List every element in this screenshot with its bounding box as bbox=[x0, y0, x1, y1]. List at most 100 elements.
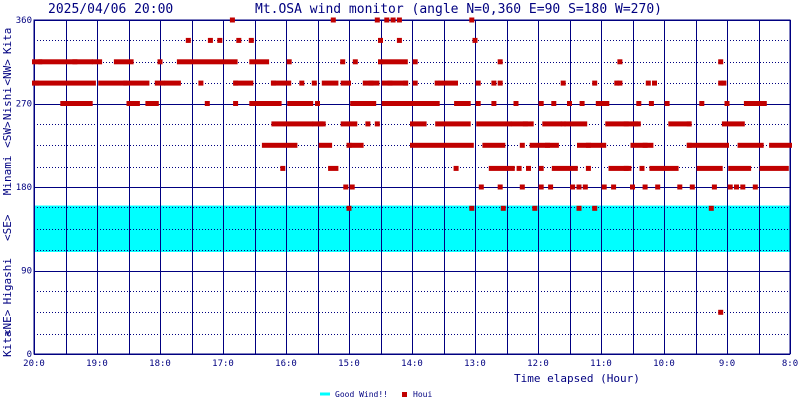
legend-houi-label: Houi bbox=[413, 390, 432, 399]
x-tick-label-10: 10:0 bbox=[653, 359, 675, 369]
houi-segment-21 bbox=[261, 142, 298, 148]
x-axis-label: Time elapsed (Hour) bbox=[514, 372, 640, 385]
houi-point-44 bbox=[718, 80, 724, 86]
houi-segment-55 bbox=[696, 165, 723, 171]
x-tick-label-11: 9:0 bbox=[719, 359, 735, 369]
houi-point-60 bbox=[648, 101, 654, 106]
houi-point-57 bbox=[567, 101, 572, 106]
houi-segment-1 bbox=[32, 59, 43, 65]
houi-point-98 bbox=[630, 184, 635, 190]
houi-segment-30 bbox=[350, 142, 364, 148]
houi-point-45 bbox=[721, 80, 727, 86]
houi-segment-34 bbox=[410, 121, 427, 127]
houi-point-114 bbox=[708, 205, 714, 211]
houi-segment-23 bbox=[318, 142, 333, 148]
houi-segment-35 bbox=[410, 142, 474, 148]
houi-point-108 bbox=[346, 205, 352, 211]
houi-point-66 bbox=[374, 121, 380, 127]
houi-point-61 bbox=[664, 101, 670, 106]
houi-segment-54 bbox=[687, 142, 729, 148]
houi-point-51 bbox=[434, 101, 440, 106]
houi-point-99 bbox=[642, 184, 648, 190]
houi-point-31 bbox=[387, 80, 393, 86]
houi-point-77 bbox=[686, 142, 692, 148]
houi-point-90 bbox=[519, 184, 525, 190]
houi-segment-47 bbox=[577, 142, 607, 148]
x-tick-label-8: 12:0 bbox=[527, 359, 549, 369]
houi-segment-56 bbox=[721, 121, 745, 127]
direction-label-kita-8: Kita bbox=[1, 331, 14, 358]
legend: Good Wind!! Houi bbox=[320, 390, 432, 399]
houi-point-41 bbox=[617, 80, 623, 86]
houi-point-35 bbox=[475, 80, 481, 86]
houi-point-4 bbox=[390, 17, 396, 23]
houi-point-22 bbox=[497, 59, 503, 65]
houi-segment-13 bbox=[164, 80, 181, 86]
y-tick-label-0: 0 bbox=[27, 350, 32, 360]
houi-segment-49 bbox=[605, 121, 641, 127]
houi-segment-60 bbox=[759, 165, 789, 171]
houi-point-56 bbox=[551, 101, 557, 106]
houi-point-89 bbox=[497, 184, 503, 190]
houi-point-37 bbox=[497, 80, 503, 86]
houi-segment-57 bbox=[728, 165, 752, 171]
houi-point-70 bbox=[633, 121, 639, 127]
legend-houi-swatch bbox=[402, 392, 407, 397]
houi-segment-36 bbox=[435, 121, 471, 127]
houi-point-21 bbox=[412, 59, 418, 65]
houi-point-5 bbox=[396, 17, 402, 23]
houi-point-80 bbox=[516, 165, 522, 171]
direction-label-kita-0: Kita bbox=[1, 28, 14, 55]
houi-segment-44 bbox=[542, 121, 563, 127]
houi-segment-46 bbox=[564, 121, 588, 127]
houi-point-53 bbox=[491, 101, 497, 106]
houi-point-65 bbox=[365, 121, 371, 127]
houi-point-105 bbox=[734, 184, 739, 190]
y-tick-label-1: 90 bbox=[21, 267, 32, 277]
x-tick-label-9: 11:0 bbox=[590, 359, 612, 369]
houi-segment-38 bbox=[454, 101, 471, 106]
houi-point-88 bbox=[478, 184, 484, 190]
houi-point-40 bbox=[614, 80, 620, 86]
houi-point-19 bbox=[352, 59, 358, 65]
houi-segment-52 bbox=[649, 165, 679, 171]
houi-point-113 bbox=[592, 205, 598, 211]
chart-title: Mt.OSA wind monitor (angle N=0,360 E=90 … bbox=[255, 2, 662, 17]
x-tick-label-6: 14:0 bbox=[401, 359, 423, 369]
houi-point-33 bbox=[412, 80, 418, 86]
houi-point-72 bbox=[346, 142, 352, 148]
houi-point-39 bbox=[592, 80, 598, 86]
houi-point-86 bbox=[343, 184, 349, 190]
houi-point-95 bbox=[582, 184, 588, 190]
houi-point-29 bbox=[311, 80, 317, 86]
houi-point-23 bbox=[617, 59, 623, 65]
houi-point-68 bbox=[560, 121, 566, 127]
y-tick-label-4: 360 bbox=[16, 16, 32, 26]
houi-point-8 bbox=[207, 37, 213, 43]
houi-point-30 bbox=[368, 80, 374, 86]
houi-data-layer bbox=[32, 17, 792, 315]
houi-point-18 bbox=[340, 59, 346, 65]
houi-segment-28 bbox=[350, 101, 377, 106]
direction-label-se-5: <SE> bbox=[1, 214, 14, 241]
y-tick-label-3: 270 bbox=[16, 100, 32, 110]
houi-point-84 bbox=[623, 165, 629, 171]
houi-point-63 bbox=[724, 101, 730, 106]
houi-point-27 bbox=[270, 80, 276, 86]
houi-point-110 bbox=[500, 205, 506, 211]
direction-label-sw-3: <SW> bbox=[1, 121, 14, 148]
houi-segment-42 bbox=[510, 121, 534, 127]
houi-point-64 bbox=[318, 121, 324, 127]
houi-point-104 bbox=[727, 184, 733, 190]
houi-point-81 bbox=[526, 165, 531, 171]
houi-point-111 bbox=[532, 205, 538, 211]
houi-segment-16 bbox=[249, 59, 270, 65]
houi-point-58 bbox=[579, 101, 585, 106]
houi-segment-32 bbox=[381, 80, 408, 86]
houi-segment-6 bbox=[91, 59, 103, 65]
x-tick-label-7: 13:0 bbox=[464, 359, 486, 369]
x-tick-label-3: 17:0 bbox=[212, 359, 234, 369]
houi-point-75 bbox=[585, 142, 591, 148]
houi-point-0 bbox=[229, 17, 235, 23]
houi-point-46 bbox=[204, 101, 210, 106]
